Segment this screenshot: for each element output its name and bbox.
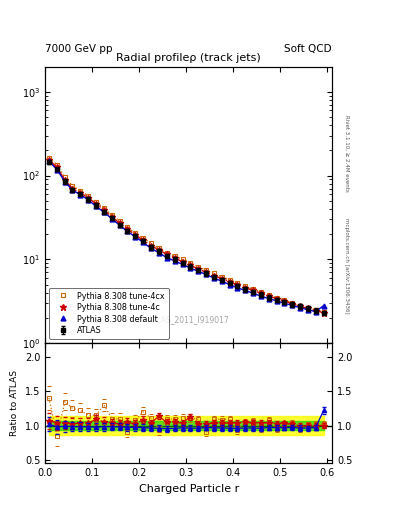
- Legend: Pythia 8.308 tune-4cx, Pythia 8.308 tune-4c, Pythia 8.308 default, ATLAS: Pythia 8.308 tune-4cx, Pythia 8.308 tune…: [49, 288, 169, 339]
- Text: Soft QCD: Soft QCD: [285, 44, 332, 54]
- Text: mcplots.cern.ch [arXiv:1306.3436]: mcplots.cern.ch [arXiv:1306.3436]: [344, 219, 349, 314]
- X-axis label: Charged Particle r: Charged Particle r: [138, 484, 239, 494]
- Text: Rivet 3.1.10, ≥ 2.4M events: Rivet 3.1.10, ≥ 2.4M events: [344, 115, 349, 192]
- Title: Radial profileρ (track jets): Radial profileρ (track jets): [116, 53, 261, 63]
- Text: ATLAS_2011_I919017: ATLAS_2011_I919017: [148, 315, 230, 324]
- Y-axis label: Ratio to ATLAS: Ratio to ATLAS: [10, 370, 19, 436]
- Text: 7000 GeV pp: 7000 GeV pp: [45, 44, 113, 54]
